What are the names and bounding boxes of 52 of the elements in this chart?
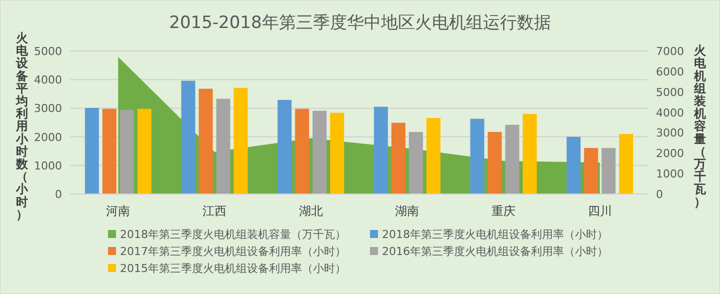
legend-label: 2017年第三季度火电机组设备利用率（小时） <box>120 245 346 258</box>
bar <box>198 88 213 194</box>
bar <box>522 114 537 194</box>
y2-tick-label: 4000 <box>656 106 684 120</box>
bar <box>584 148 598 194</box>
bar <box>602 148 616 194</box>
bar <box>234 88 248 194</box>
y-tick-label: 5000 <box>34 45 62 58</box>
legend-label: 2018年第三季度火电机组设备利用率（小时） <box>382 228 608 241</box>
y-tick-label: 4000 <box>34 74 62 87</box>
bar <box>216 98 230 194</box>
y-tick-label: 0 <box>55 188 62 201</box>
y2-tick-label: 1000 <box>656 168 684 181</box>
x-tick-label: 湖南 <box>395 204 420 218</box>
y2-tick-label: 5000 <box>656 86 684 99</box>
y2-tick-label: 2000 <box>656 147 684 160</box>
x-tick-label: 四川 <box>588 204 612 218</box>
x-tick-label: 重庆 <box>492 204 516 218</box>
bar <box>312 110 327 194</box>
y2-tick-label: 0 <box>656 188 663 201</box>
bar <box>137 108 152 194</box>
bar <box>374 106 388 194</box>
bar <box>408 132 423 194</box>
legend-label: 2015年第三季度火电机组设备利用率（小时） <box>120 262 346 275</box>
bar <box>505 124 520 194</box>
bar <box>470 118 484 194</box>
bar <box>278 100 292 194</box>
text: 火电设备平均利用小时数（小时） <box>16 31 28 222</box>
y2-tick-label: 7000 <box>656 45 684 58</box>
y-tick-label: 3000 <box>34 102 62 116</box>
bar <box>391 122 406 194</box>
x-tick-label: 江西 <box>202 204 226 218</box>
bar <box>84 108 99 194</box>
y-tick-label: 1000 <box>34 159 62 172</box>
bar <box>566 136 581 194</box>
bar <box>488 132 502 194</box>
legend-label: 2018年第三季度火电机组装机容量（万千瓦） <box>120 228 346 241</box>
bar <box>295 108 310 194</box>
y-tick-label: 2000 <box>34 130 62 144</box>
legend-label: 2016年第三季度火电机组设备利用率（小时） <box>382 245 608 258</box>
x-tick-label: 湖北 <box>298 204 323 218</box>
bar <box>619 134 634 194</box>
x-tick-label: 河南 <box>106 204 130 218</box>
y2-tick-label: 6000 <box>656 65 684 78</box>
bar <box>120 110 134 194</box>
bar <box>181 80 196 194</box>
bar <box>330 112 344 194</box>
y2-tick-label: 3000 <box>656 126 684 140</box>
text: 火电机组装机容量（万千瓦） <box>694 44 706 209</box>
bar <box>102 108 116 194</box>
chart-title: 2015-2018年第三季度华中地区火电机组运行数据 <box>169 13 551 33</box>
bar <box>426 118 440 194</box>
